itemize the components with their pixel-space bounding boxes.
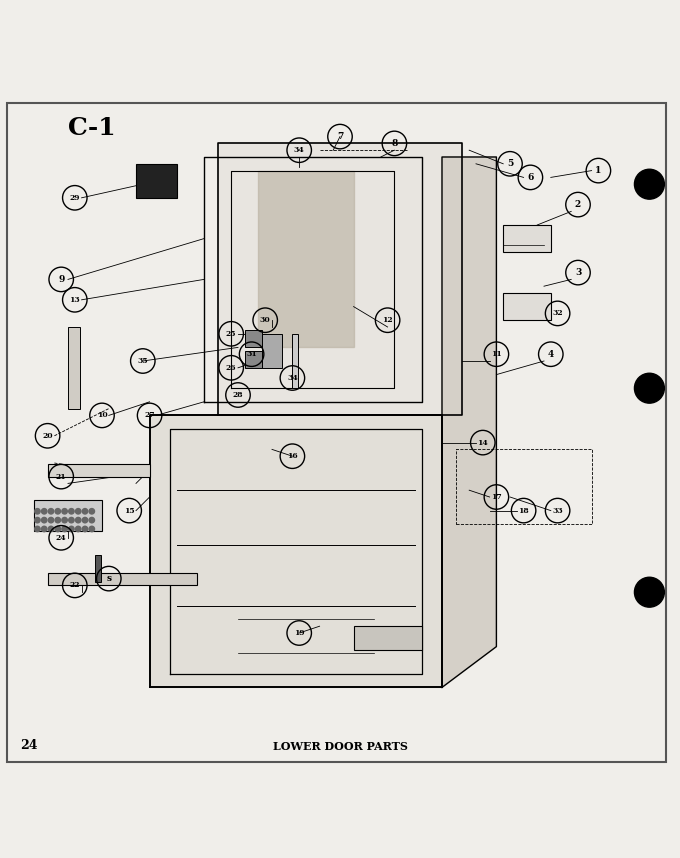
FancyBboxPatch shape: [34, 500, 102, 531]
FancyBboxPatch shape: [68, 327, 80, 408]
Text: 17: 17: [491, 493, 502, 501]
Circle shape: [69, 526, 74, 532]
Circle shape: [62, 526, 67, 532]
FancyBboxPatch shape: [292, 334, 298, 388]
Text: 35: 35: [137, 357, 148, 365]
Circle shape: [89, 526, 95, 532]
Circle shape: [35, 509, 40, 514]
Text: 10: 10: [97, 411, 107, 420]
Polygon shape: [218, 143, 462, 415]
Circle shape: [48, 509, 54, 514]
Text: 7: 7: [337, 132, 343, 141]
Circle shape: [62, 509, 67, 514]
Text: 8: 8: [391, 139, 398, 148]
FancyBboxPatch shape: [245, 330, 262, 347]
Text: 2: 2: [575, 200, 581, 209]
Circle shape: [41, 526, 47, 532]
Text: 24: 24: [20, 739, 38, 752]
Circle shape: [634, 373, 664, 403]
Circle shape: [75, 517, 81, 523]
Circle shape: [55, 526, 61, 532]
Circle shape: [82, 509, 88, 514]
Circle shape: [41, 509, 47, 514]
Text: 14: 14: [477, 438, 488, 447]
Text: 22: 22: [69, 582, 80, 589]
Text: 15: 15: [124, 506, 135, 515]
Circle shape: [35, 517, 40, 523]
Text: 20: 20: [42, 432, 53, 440]
Text: 4: 4: [547, 350, 554, 359]
Text: 30: 30: [260, 317, 271, 324]
FancyBboxPatch shape: [95, 555, 101, 582]
Circle shape: [48, 526, 54, 532]
Text: 24: 24: [56, 534, 67, 541]
FancyBboxPatch shape: [136, 164, 177, 198]
Circle shape: [69, 509, 74, 514]
Circle shape: [69, 517, 74, 523]
Text: 34: 34: [294, 146, 305, 154]
Circle shape: [634, 577, 664, 607]
Circle shape: [55, 509, 61, 514]
Text: 26: 26: [226, 364, 237, 372]
Text: 13: 13: [69, 296, 80, 304]
Text: s: s: [106, 574, 112, 583]
Circle shape: [634, 169, 664, 199]
Text: 1: 1: [595, 166, 602, 175]
Circle shape: [89, 509, 95, 514]
Text: 25: 25: [226, 329, 237, 338]
Text: 28: 28: [233, 391, 243, 399]
FancyBboxPatch shape: [262, 334, 282, 368]
Circle shape: [82, 526, 88, 532]
Circle shape: [41, 517, 47, 523]
Text: 33: 33: [552, 506, 563, 515]
FancyBboxPatch shape: [503, 293, 551, 320]
Text: 27: 27: [144, 411, 155, 420]
Text: 21: 21: [56, 473, 67, 480]
Circle shape: [75, 509, 81, 514]
Text: C-1: C-1: [68, 116, 116, 140]
Circle shape: [62, 517, 67, 523]
FancyBboxPatch shape: [245, 351, 262, 368]
Text: 32: 32: [552, 310, 563, 317]
Text: 18: 18: [518, 506, 529, 515]
Circle shape: [89, 517, 95, 523]
Circle shape: [35, 526, 40, 532]
Circle shape: [55, 517, 61, 523]
FancyBboxPatch shape: [503, 225, 551, 252]
Polygon shape: [258, 171, 354, 347]
Circle shape: [82, 517, 88, 523]
FancyBboxPatch shape: [7, 103, 666, 762]
Text: 5: 5: [507, 160, 513, 168]
Text: 34: 34: [287, 374, 298, 382]
Text: 11: 11: [491, 350, 502, 358]
Text: 16: 16: [287, 452, 298, 460]
Text: 12: 12: [382, 317, 393, 324]
Circle shape: [75, 526, 81, 532]
Text: 29: 29: [69, 194, 80, 202]
Polygon shape: [442, 157, 496, 687]
Text: LOWER DOOR PARTS: LOWER DOOR PARTS: [273, 741, 407, 752]
FancyBboxPatch shape: [48, 464, 150, 476]
Text: 3: 3: [575, 268, 581, 277]
Text: 31: 31: [246, 350, 257, 358]
Polygon shape: [150, 415, 442, 687]
Circle shape: [48, 517, 54, 523]
FancyBboxPatch shape: [354, 626, 422, 650]
FancyBboxPatch shape: [48, 573, 197, 585]
Text: 19: 19: [294, 629, 305, 637]
Text: 6: 6: [527, 173, 534, 182]
Text: 9: 9: [58, 275, 65, 284]
